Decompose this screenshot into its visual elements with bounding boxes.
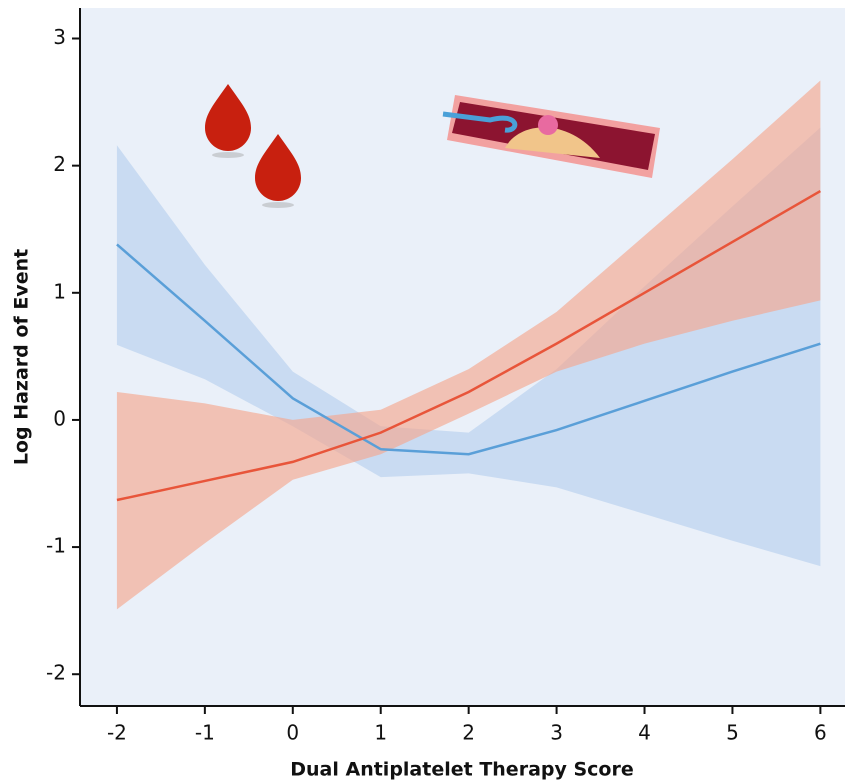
x-tick-label: 6 <box>814 721 827 745</box>
x-tick-label: -2 <box>107 721 127 745</box>
y-tick-label: 2 <box>53 152 66 176</box>
y-tick-label: 1 <box>53 279 66 303</box>
x-tick-label: 4 <box>638 721 651 745</box>
y-axis-title: Log Hazard of Event <box>11 249 33 465</box>
y-tick-label: 0 <box>53 406 66 430</box>
x-axis-title: Dual Antiplatelet Therapy Score <box>290 759 634 781</box>
y-tick-label: -2 <box>46 661 66 685</box>
y-tick-label: 3 <box>53 25 66 49</box>
x-tick-label: 2 <box>462 721 475 745</box>
x-tick-label: 3 <box>550 721 563 745</box>
x-tick-label: 0 <box>286 721 299 745</box>
y-tick-label: -1 <box>46 534 66 558</box>
x-tick-label: -1 <box>195 721 215 745</box>
chart: Dual Antiplatelet Therapy Score Log Haza… <box>0 0 845 781</box>
x-tick-label: 1 <box>374 721 387 745</box>
x-tick-label: 5 <box>726 721 739 745</box>
